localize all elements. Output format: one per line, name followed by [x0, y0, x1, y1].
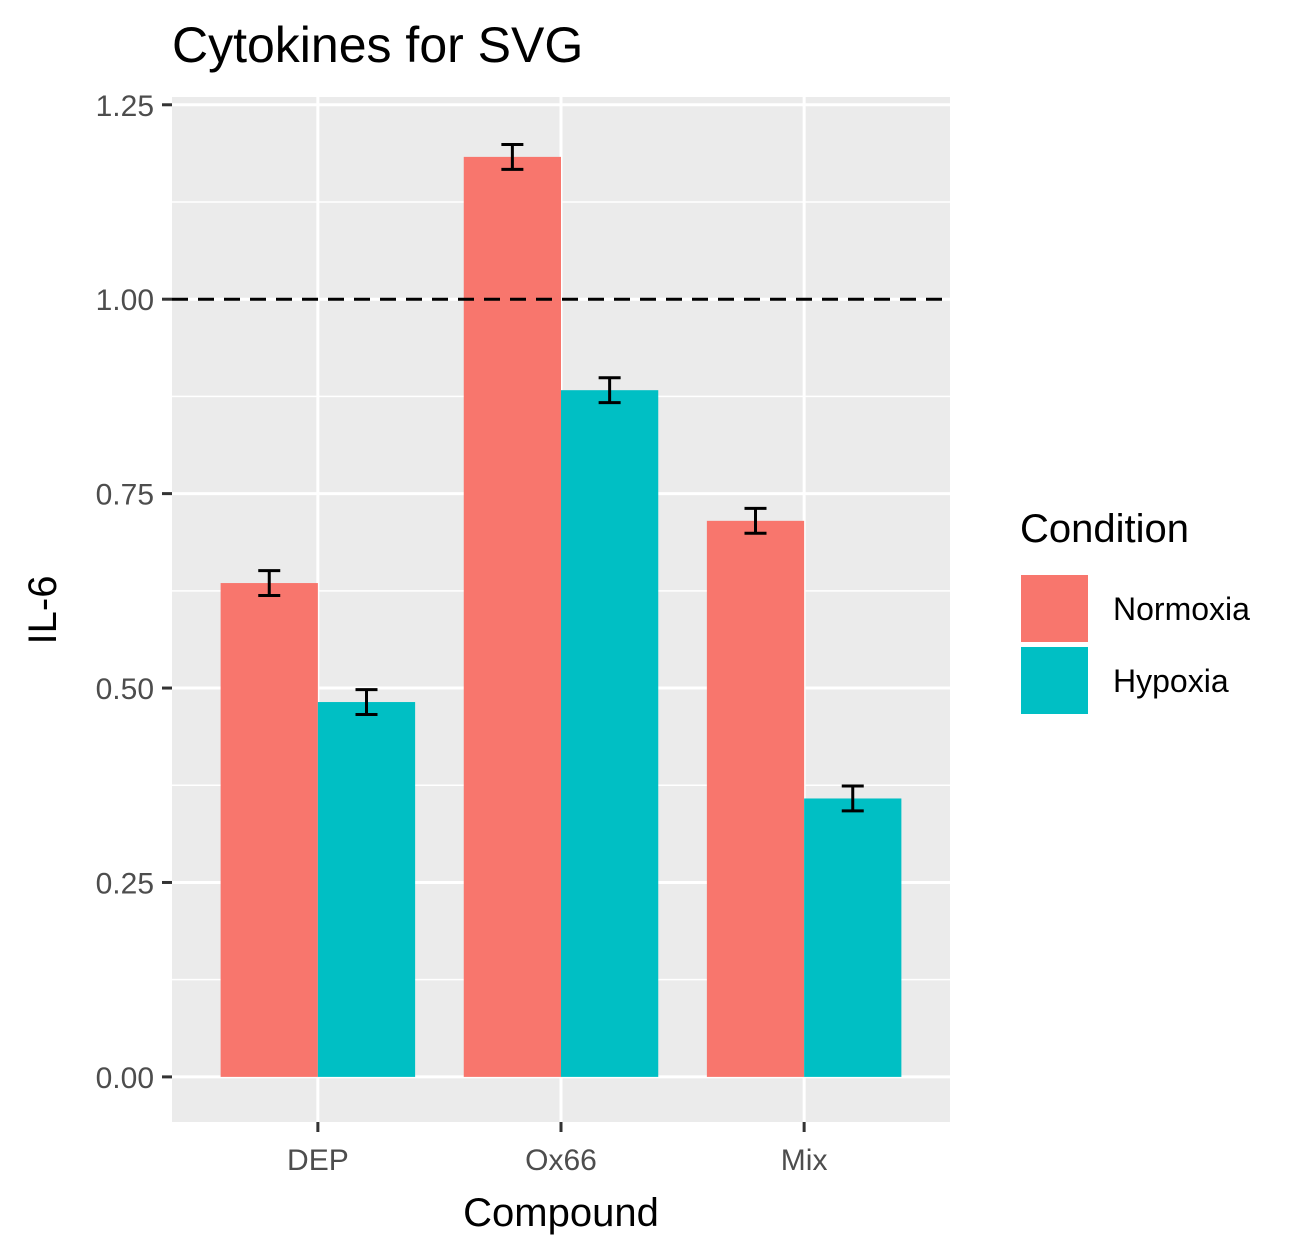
legend-items: Normoxia Hypoxia: [1021, 575, 1250, 714]
y-tick-label: 0.00: [96, 1062, 154, 1095]
y-tick-label: 0.75: [96, 479, 154, 512]
legend-title: Condition: [1020, 507, 1189, 551]
y-tick-label: 0.50: [96, 673, 154, 706]
x-axis: DEP Ox66 Mix: [287, 1122, 827, 1177]
legend-label-hypoxia: Hypoxia: [1113, 663, 1229, 699]
bars: [220, 156, 902, 1077]
legend: Condition Normoxia Hypoxia: [1020, 507, 1250, 714]
y-tick-label: 1.00: [96, 284, 154, 317]
chart-title: Cytokines for SVG: [172, 17, 583, 73]
x-tick-label: Ox66: [525, 1144, 597, 1177]
x-tick-label: Mix: [781, 1144, 828, 1177]
y-tick-label: 1.25: [96, 90, 154, 123]
bar-hypoxia-mix: [804, 798, 902, 1077]
legend-label-normoxia: Normoxia: [1113, 591, 1250, 627]
y-tick-label: 0.25: [96, 867, 154, 900]
legend-swatch-hypoxia: [1021, 647, 1088, 714]
x-axis-title: Compound: [463, 1191, 659, 1235]
y-axis-title: IL-6: [21, 576, 65, 645]
error-bars: [258, 142, 864, 813]
bar-normoxia-ox66: [463, 156, 561, 1077]
bar-normoxia-mix: [706, 520, 805, 1077]
y-axis: 0.00 0.25 0.50 0.75 1.00 1.25: [96, 90, 172, 1095]
legend-swatch-normoxia: [1021, 575, 1088, 642]
x-tick-label: DEP: [287, 1144, 349, 1177]
bar-hypoxia-ox66: [561, 390, 659, 1077]
bar-hypoxia-dep: [317, 702, 416, 1077]
bar-normoxia-dep: [220, 583, 318, 1077]
